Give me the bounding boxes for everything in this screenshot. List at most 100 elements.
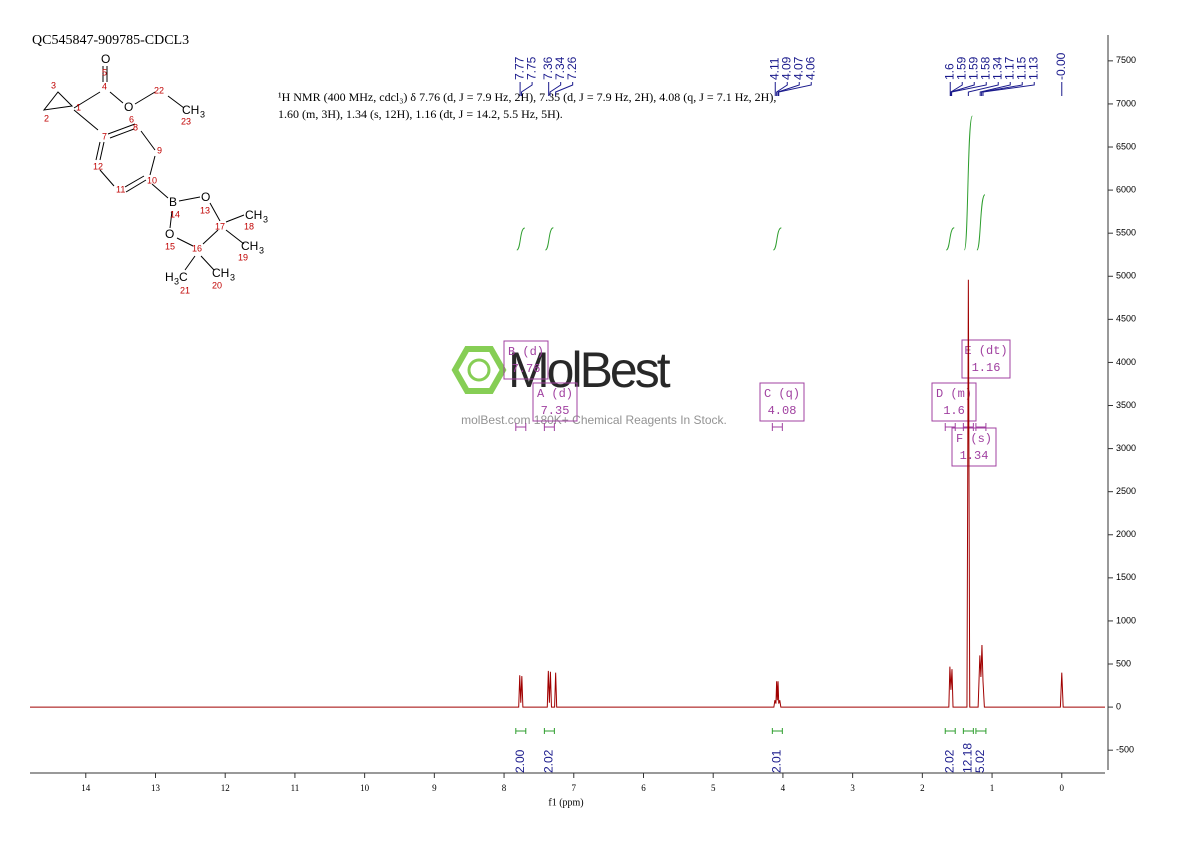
y-tick-label: 6000 xyxy=(1116,184,1136,194)
multiplet-box xyxy=(759,382,805,422)
x-tick-label: 10 xyxy=(360,783,370,793)
multiplet-name: F (s) xyxy=(956,432,992,446)
integral-curve xyxy=(976,194,986,251)
atom-number: 1 xyxy=(76,102,81,112)
peak-leader xyxy=(555,82,574,96)
x-tick-label: 4 xyxy=(781,783,786,793)
atom-label: CH xyxy=(241,239,258,253)
y-tick-label: 6500 xyxy=(1116,141,1136,151)
peak-label: 1.13 xyxy=(1026,56,1040,80)
atom-number: 21 xyxy=(180,285,190,295)
multiplet-box xyxy=(532,382,578,422)
multiplet-range xyxy=(944,423,956,431)
integral-bracket xyxy=(944,728,956,734)
multiplet-shift: 1.16 xyxy=(972,361,1001,375)
peak-leader xyxy=(979,82,1011,96)
atom-number: 15 xyxy=(165,241,175,251)
peak-leader xyxy=(951,82,987,96)
watermark-tagline: molBest.com 180K+ Chemical Reagents In S… xyxy=(461,413,727,427)
integral-label: 5.02 xyxy=(973,749,987,773)
y-tick-label: 2000 xyxy=(1116,529,1136,539)
y-tick-label: 7000 xyxy=(1116,98,1136,108)
integral-bracket xyxy=(975,728,987,734)
multiplet-name: A (d) xyxy=(537,387,573,401)
description-line: ¹H NMR (400 MHz, cdcl₃) δ 7.76 (d, J = 7… xyxy=(278,90,776,104)
atom-subscript: 3 xyxy=(200,109,205,119)
atom-number: 2 xyxy=(44,113,49,123)
watermark-logo xyxy=(451,346,507,394)
atom-number: 17 xyxy=(215,221,225,231)
multiplet-name: D (m) xyxy=(936,387,972,401)
atom-label: C xyxy=(179,270,188,284)
integral-label: 2.00 xyxy=(513,749,527,773)
y-tick-label: 0 xyxy=(1116,701,1121,711)
atom-subscript: 3 xyxy=(263,214,268,224)
atom-number: 10 xyxy=(147,175,157,185)
atom-number: 16 xyxy=(192,243,202,253)
multiplet-name: C (q) xyxy=(764,387,800,401)
integral-bracket xyxy=(543,728,555,734)
atom-number: 14 xyxy=(170,209,180,219)
peak-label: 4.09 xyxy=(779,56,793,80)
peak-label: 1.15 xyxy=(1014,56,1028,80)
multiplet-range xyxy=(515,423,527,431)
integral-bracket xyxy=(962,728,974,734)
atom-number: 4 xyxy=(102,81,107,91)
peak-leader xyxy=(950,82,975,96)
atom-number: 5 xyxy=(102,67,107,77)
peak-label: 7.77 xyxy=(512,56,526,80)
x-tick-label: 7 xyxy=(572,783,577,793)
multiplet-shift: 1.34 xyxy=(960,449,989,463)
integral-bracket xyxy=(771,728,783,734)
peak-label: 7.34 xyxy=(553,56,567,80)
integral-curve xyxy=(963,115,973,251)
x-tick-label: 5 xyxy=(711,783,716,793)
atom-label: O xyxy=(201,190,210,204)
multiplet-name: E (dt) xyxy=(964,344,1007,358)
peak-leader xyxy=(778,82,812,96)
atom-label: O xyxy=(101,52,110,66)
peak-label: 1.58 xyxy=(978,56,992,80)
peak-label: 1.34 xyxy=(990,56,1004,80)
peak-leader xyxy=(777,82,800,96)
peak-label: 4.06 xyxy=(803,56,817,80)
y-tick-label: 3500 xyxy=(1116,400,1136,410)
integral-label: 12.18 xyxy=(961,743,975,773)
y-tick-label: 3000 xyxy=(1116,443,1136,453)
atom-subscript: 3 xyxy=(259,245,264,255)
atom-number: 3 xyxy=(51,80,56,90)
peak-leader xyxy=(982,82,1035,96)
multiplet-name: B (d) xyxy=(508,345,544,359)
atom-number: 20 xyxy=(212,280,222,290)
peak-label: 1.17 xyxy=(1002,56,1016,80)
atom-label: H xyxy=(165,270,174,284)
atom-label: CH xyxy=(182,103,199,117)
multiplet-range xyxy=(975,423,987,431)
y-tick-label: 2500 xyxy=(1116,486,1136,496)
peak-label: 1.59 xyxy=(954,56,968,80)
peak-label: 7.75 xyxy=(524,56,538,80)
multiplet-box xyxy=(503,340,549,380)
integral-label: 2.01 xyxy=(770,749,784,773)
x-tick-label: 9 xyxy=(432,783,437,793)
watermark: MolBest molBest.com 180K+ Chemical Reage… xyxy=(451,342,727,427)
y-tick-label: 4500 xyxy=(1116,314,1136,324)
atom-label: B xyxy=(169,195,177,209)
atom-number: 6 xyxy=(129,114,134,124)
chart-title: QC545847-909785-CDCL3 xyxy=(32,33,189,48)
y-tick-label: -500 xyxy=(1116,745,1134,755)
y-tick-label: 1000 xyxy=(1116,615,1136,625)
atom-label: O xyxy=(165,227,174,241)
y-tick-label: 500 xyxy=(1116,658,1131,668)
multiplet-range xyxy=(543,423,555,431)
atom-number: 18 xyxy=(244,221,254,231)
watermark-brand: MolBest xyxy=(508,342,671,398)
peak-label: 1.6 xyxy=(942,63,956,80)
multiplet-shift: 1.6 xyxy=(943,404,965,418)
atom-number: 22 xyxy=(154,85,164,95)
atom-number: 11 xyxy=(116,184,125,194)
x-tick-label: 2 xyxy=(920,783,925,793)
peak-label: 7.36 xyxy=(541,56,555,80)
atom-number: 8 xyxy=(133,122,138,132)
